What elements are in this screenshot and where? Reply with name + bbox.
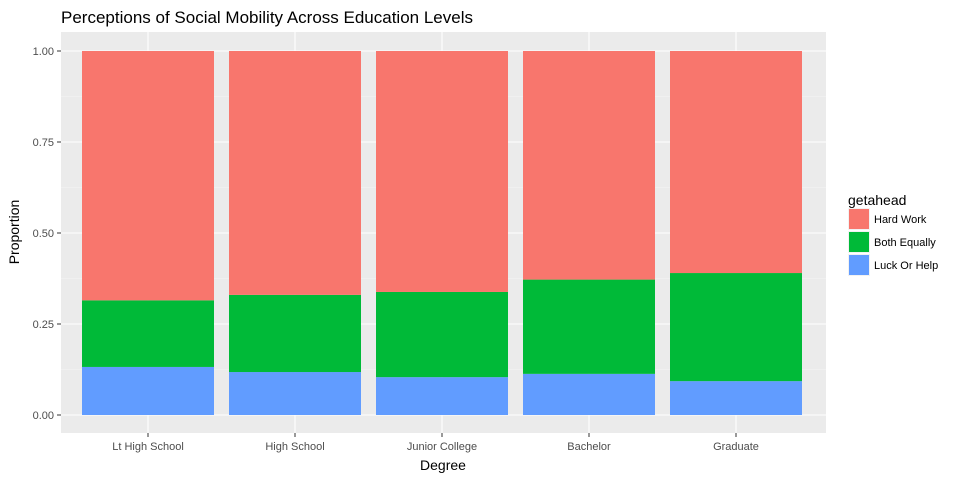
bar-segment [523, 373, 655, 415]
bar-segment [523, 279, 655, 374]
bar-segment [82, 300, 214, 367]
y-tick-label: 0.25 [33, 319, 54, 331]
y-tick-label: 1.00 [33, 46, 54, 58]
bar-segment [376, 51, 508, 292]
bar-segment [229, 294, 361, 373]
chart-title: Perceptions of Social Mobility Across Ed… [61, 8, 473, 27]
x-tick-label: Junior College [407, 441, 477, 453]
x-tick-label: Graduate [713, 441, 759, 453]
y-tick-label: 0.50 [33, 228, 54, 240]
x-axis: Lt High School High School Junior College B… [112, 433, 759, 453]
legend-swatch [849, 255, 869, 275]
legend-label: Both Equally [874, 237, 936, 249]
bar-segment [376, 377, 508, 415]
bar-segment [670, 273, 802, 382]
legend-title: getahead [848, 192, 906, 208]
legend-swatch [849, 209, 869, 229]
x-tick-label: Lt High School [112, 441, 184, 453]
bar-segment [229, 372, 361, 415]
legend-label: Hard Work [874, 214, 927, 226]
bar-segment [82, 51, 214, 301]
x-tick-label: Bachelor [567, 441, 611, 453]
x-tick-label: High School [265, 441, 324, 453]
legend-label: Luck Or Help [874, 260, 938, 272]
bars [82, 51, 802, 415]
y-axis: 0.00 0.25 0.50 0.75 1.00 [33, 46, 61, 422]
bar-segment [670, 51, 802, 274]
y-axis-title: Proportion [6, 200, 22, 265]
x-axis-title: Degree [420, 457, 466, 473]
legend-swatch [849, 232, 869, 252]
bar-segment [670, 381, 802, 415]
bar-segment [523, 51, 655, 280]
y-tick-label: 0.00 [33, 410, 54, 422]
legend: getahead Hard Work Both Equally Luck Or He… [848, 192, 938, 276]
bar-segment [82, 366, 214, 415]
bar-segment [229, 51, 361, 295]
y-tick-label: 0.75 [33, 137, 54, 149]
bar-segment [376, 291, 508, 378]
